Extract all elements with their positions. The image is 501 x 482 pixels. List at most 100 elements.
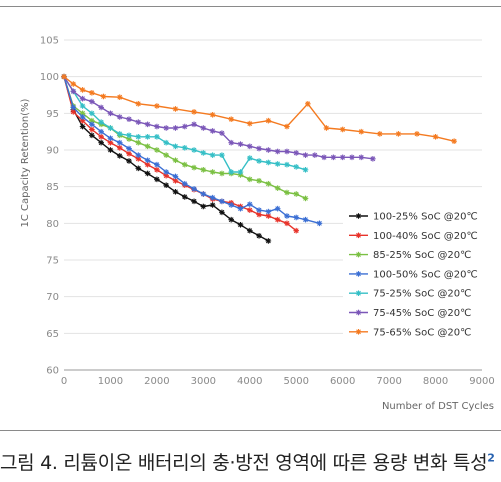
series-75-45-soc-20-point-32 xyxy=(358,154,365,161)
series-75-25-soc-20-point-2 xyxy=(79,103,86,109)
series-75-45-soc-20-point-5 xyxy=(107,110,114,117)
series-100-50-soc-20-point-27 xyxy=(316,220,323,227)
series-85-25-soc-20-point-23 xyxy=(274,185,281,191)
series-75-65-soc-20-point-10 xyxy=(209,112,216,118)
series-75-65-soc-20-point-18 xyxy=(358,128,365,135)
legend-label: 100-40% SoC @20℃ xyxy=(373,231,478,242)
x-tick-0: 0 xyxy=(61,376,67,387)
series-75-45-soc-20-point-21 xyxy=(256,145,262,152)
series-85-25-soc-20-point-24 xyxy=(284,189,290,196)
x-tick-4000: 4000 xyxy=(237,376,262,387)
legend-label: 100-25% SoC @20℃ xyxy=(373,212,478,223)
series-75-65-soc-20-point-16 xyxy=(323,125,330,131)
series-75-25-soc-20-point-15 xyxy=(200,150,207,156)
series-100-25-soc-20-point-15 xyxy=(200,203,207,210)
series-75-25-soc-20-point-11 xyxy=(163,139,169,146)
series-100-50-soc-20-point-2 xyxy=(79,114,86,120)
x-tick-9000: 9000 xyxy=(469,376,494,387)
series-75-25-soc-20-point-19 xyxy=(237,169,244,175)
series-75-45-soc-20-point-14 xyxy=(191,121,197,128)
series-100-50-soc-20-point-19 xyxy=(237,205,244,212)
series-100-50-soc-20-point-7 xyxy=(126,145,132,152)
series-75-45-soc-20-point-2 xyxy=(79,95,86,102)
y-tick-95: 95 xyxy=(46,109,59,120)
series-75-25-soc-20-point-7 xyxy=(126,132,132,139)
series-100-25-soc-20-point-7 xyxy=(126,158,132,164)
series-75-45-soc-20-point-7 xyxy=(126,116,132,122)
series-100-50-soc-20-point-8 xyxy=(135,152,142,158)
legend-item-75-45-soc-20: 75-45% SoC @20℃ xyxy=(349,308,471,319)
series-85-25-soc-20-point-13 xyxy=(181,161,188,168)
series-75-65-soc-20-point-12 xyxy=(246,120,253,127)
series-85-25-soc-20-point-9 xyxy=(144,143,151,150)
series-75-45-soc-20-point-3 xyxy=(89,98,95,105)
series-100-25-soc-20 xyxy=(61,73,272,244)
series-100-50-soc-20-point-21 xyxy=(256,207,262,213)
y-tick-70: 70 xyxy=(46,292,59,303)
series-75-25-soc-20-point-10 xyxy=(154,134,160,140)
legend-item-75-25-soc-20: 75-25% SoC @20℃ xyxy=(349,289,471,300)
legend-label: 85-25% SoC @20℃ xyxy=(373,250,471,261)
series-75-65-soc-20-line xyxy=(63,76,455,142)
series-75-45-soc-20-point-9 xyxy=(144,121,151,128)
legend-marker xyxy=(355,271,362,277)
series-100-50-soc-20-point-13 xyxy=(181,180,188,187)
series-85-25-soc-20-point-15 xyxy=(200,167,207,173)
series-100-50-soc-20-point-14 xyxy=(191,186,197,192)
y-tick-75: 75 xyxy=(46,256,59,267)
y-tick-90: 90 xyxy=(46,146,59,157)
series-75-25-soc-20-point-5 xyxy=(107,125,114,131)
x-axis-label: Number of DST Cycles xyxy=(382,401,494,412)
x-tick-1000: 1000 xyxy=(98,376,123,387)
series-100-25-soc-20-point-22 xyxy=(265,238,272,244)
series-85-25-soc-20-point-10 xyxy=(154,147,160,153)
series-100-50-soc-20-point-5 xyxy=(107,135,114,142)
series-100-40-soc-20 xyxy=(61,73,300,234)
series-75-25-soc-20-point-21 xyxy=(256,158,262,164)
series-75-45-soc-20-point-33 xyxy=(370,156,376,162)
series-85-25-soc-20-point-12 xyxy=(172,157,179,164)
series-100-40-soc-20-point-20 xyxy=(246,207,253,213)
series-75-45-soc-20-point-1 xyxy=(70,88,77,95)
series-100-40-soc-20-point-6 xyxy=(116,145,123,151)
series-100-25-soc-20-point-11 xyxy=(163,182,169,188)
series-75-65-soc-20-point-14 xyxy=(284,123,290,130)
top-rule xyxy=(0,6,501,7)
series-85-25-soc-20-point-11 xyxy=(163,152,169,158)
series-75-65-soc-20-point-0 xyxy=(61,73,67,80)
series-85-25-soc-20-point-16 xyxy=(209,169,216,175)
series-75-45-soc-20-point-11 xyxy=(163,125,169,131)
series-100-40-soc-20-point-9 xyxy=(144,161,151,168)
y-tick-85: 85 xyxy=(46,182,59,193)
caption-superscript: 2 xyxy=(487,451,495,465)
series-75-65-soc-20-point-6 xyxy=(135,101,142,107)
series-75-45-soc-20-point-12 xyxy=(172,125,179,131)
series-100-50-soc-20-point-3 xyxy=(89,121,95,128)
series-85-25-soc-20-point-14 xyxy=(191,164,197,171)
series-75-25-soc-20-point-8 xyxy=(135,134,142,140)
y-tick-65: 65 xyxy=(46,329,59,340)
y-tick-80: 80 xyxy=(46,219,59,230)
series-75-45-soc-20-point-28 xyxy=(321,154,327,161)
series-75-45-soc-20-point-8 xyxy=(135,119,142,125)
series-100-50-soc-20-point-18 xyxy=(228,202,234,208)
series-75-65-soc-20-point-5 xyxy=(116,94,123,100)
series-100-50-soc-20-point-15 xyxy=(200,191,207,197)
series-75-25-soc-20-point-22 xyxy=(265,159,272,166)
legend-item-100-50-soc-20: 100-50% SoC @20℃ xyxy=(349,269,478,280)
series-75-45-soc-20-point-17 xyxy=(219,130,225,136)
legend-marker xyxy=(355,290,362,296)
series-75-45-soc-20-point-18 xyxy=(228,139,234,146)
x-tick-2000: 2000 xyxy=(144,376,169,387)
y-tick-60: 60 xyxy=(46,366,59,377)
series-75-25-soc-20-point-4 xyxy=(98,119,104,125)
series-100-25-soc-20-point-8 xyxy=(135,165,142,172)
series-75-65-soc-20-point-3 xyxy=(89,90,95,96)
series-100-50-soc-20-point-20 xyxy=(246,201,253,208)
series-75-25-soc-20-point-24 xyxy=(284,161,290,168)
series-75-45-soc-20-point-4 xyxy=(98,104,104,111)
series-100-40-soc-20-point-24 xyxy=(284,220,290,227)
x-tick-8000: 8000 xyxy=(423,376,448,387)
legend-marker xyxy=(355,232,362,239)
series-100-50-soc-20-point-25 xyxy=(293,214,300,221)
